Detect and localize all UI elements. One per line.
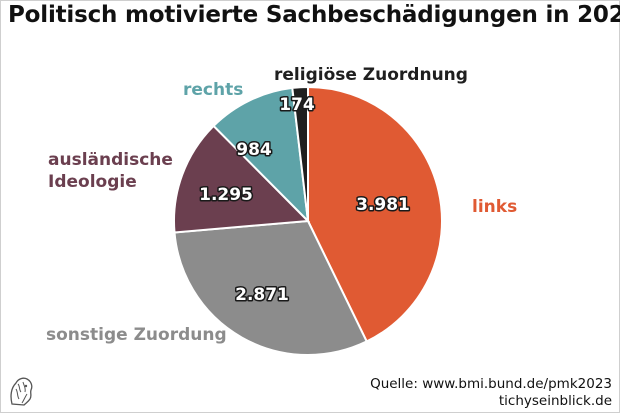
lion-head-logo-icon (10, 377, 33, 406)
source-site: tichyseinblick.de (498, 393, 612, 409)
chart-title: Politisch motivierte Sachbeschädigungen … (8, 2, 620, 28)
pie-slice (173, 124, 311, 234)
slice-category-label: religiöse Zuordnung (274, 65, 468, 85)
pie-slice (212, 86, 310, 224)
slice-category-label: links (472, 197, 517, 217)
slice-category-label: sonstige Zuordung (46, 325, 227, 345)
slice-value-label: 3.981 (356, 195, 410, 215)
slice-category-label: ausländische Ideologie (48, 150, 173, 192)
slice-value-label: 1.295 (199, 185, 253, 205)
pie-slice (291, 85, 309, 222)
pie-slice (173, 219, 369, 356)
slice-value-label: 984 (236, 140, 272, 160)
slice-category-label: rechts (183, 80, 243, 100)
pie-slice (307, 85, 443, 343)
slice-value-label: 174 (279, 95, 315, 115)
source-note: Quelle: www.bmi.bund.de/pmk2023 tichysei… (370, 376, 612, 410)
source-url: Quelle: www.bmi.bund.de/pmk2023 (370, 376, 612, 392)
slice-value-label: 2.871 (235, 285, 289, 305)
